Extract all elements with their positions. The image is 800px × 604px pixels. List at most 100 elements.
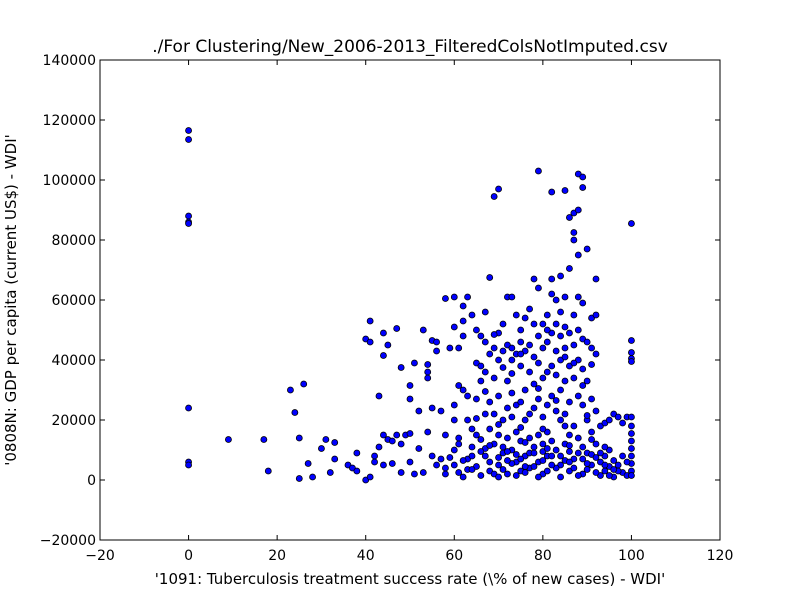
- data-point: [530, 463, 538, 470]
- x-tick-label: 120: [707, 548, 734, 564]
- data-points: [185, 127, 635, 484]
- data-point: [588, 395, 595, 403]
- data-point: [455, 344, 463, 352]
- data-point: [588, 436, 595, 443]
- data-point: [628, 445, 635, 452]
- data-point: [446, 344, 454, 352]
- data-point: [552, 296, 560, 304]
- data-point: [380, 352, 387, 359]
- data-point: [406, 458, 414, 466]
- data-point: [543, 326, 551, 334]
- data-point: [628, 437, 635, 445]
- data-point: [264, 467, 272, 475]
- data-point: [579, 455, 587, 463]
- data-point: [504, 404, 511, 412]
- data-point: [468, 443, 476, 451]
- data-point: [628, 452, 635, 460]
- data-point: [424, 428, 432, 436]
- data-point: [530, 443, 538, 451]
- data-point: [393, 325, 401, 332]
- data-point: [601, 461, 609, 469]
- data-point: [526, 305, 533, 313]
- y-tick-label: 100000: [43, 173, 96, 189]
- data-point: [561, 422, 569, 430]
- data-point: [495, 392, 502, 400]
- data-point: [539, 320, 547, 328]
- data-point: [499, 443, 507, 451]
- data-point: [450, 293, 458, 301]
- data-point: [185, 127, 192, 134]
- data-point: [477, 448, 485, 455]
- data-point: [535, 332, 542, 340]
- data-point: [535, 385, 542, 392]
- y-tick-label: 60000: [51, 293, 96, 309]
- data-point: [548, 452, 556, 460]
- data-point: [326, 469, 334, 476]
- data-point: [371, 458, 378, 466]
- data-point: [490, 331, 498, 338]
- data-point: [517, 326, 525, 334]
- data-point: [353, 467, 361, 475]
- data-point: [588, 344, 595, 352]
- data-point: [486, 274, 494, 281]
- data-point: [450, 446, 458, 454]
- data-point: [424, 361, 432, 368]
- data-point: [473, 415, 480, 422]
- data-point: [579, 382, 587, 389]
- x-axis-label: '1091: Tuberculosis treatment success ra…: [155, 570, 665, 588]
- data-point: [433, 461, 440, 469]
- data-point: [468, 466, 476, 473]
- data-point: [495, 454, 502, 461]
- data-point: [415, 445, 423, 452]
- data-point: [566, 458, 573, 466]
- data-point: [574, 251, 582, 259]
- data-point: [566, 448, 573, 455]
- data-point: [583, 460, 591, 467]
- data-point: [459, 332, 467, 340]
- data-point: [481, 368, 489, 376]
- data-point: [512, 428, 520, 436]
- data-point: [504, 448, 511, 455]
- data-point: [517, 338, 525, 346]
- data-point: [548, 188, 556, 196]
- data-point: [548, 362, 556, 370]
- data-point: [566, 214, 573, 221]
- data-point: [526, 434, 533, 442]
- data-point: [552, 446, 560, 454]
- data-point: [490, 410, 498, 418]
- data-point: [535, 395, 542, 403]
- data-point: [592, 275, 600, 283]
- x-axis-ticks: −20 0 20 40 60 80 100 120: [85, 60, 733, 564]
- data-point: [495, 185, 502, 193]
- data-point: [504, 434, 511, 442]
- data-point: [380, 431, 387, 439]
- data-point: [442, 295, 449, 302]
- data-point: [561, 410, 569, 418]
- data-point: [486, 442, 494, 449]
- data-point: [464, 416, 471, 424]
- data-point: [318, 445, 325, 452]
- data-point: [552, 397, 560, 404]
- data-point: [309, 473, 316, 481]
- data-point: [561, 377, 569, 385]
- data-point: [477, 362, 485, 370]
- data-point: [530, 275, 538, 283]
- x-tick-label: 80: [534, 548, 552, 564]
- data-point: [628, 413, 635, 421]
- data-point: [468, 425, 476, 433]
- data-point: [570, 341, 578, 349]
- data-point: [185, 212, 192, 220]
- data-point: [225, 436, 232, 443]
- data-point: [526, 341, 533, 349]
- data-point: [583, 245, 591, 253]
- data-point: [543, 368, 551, 376]
- data-point: [384, 341, 392, 349]
- data-point: [517, 362, 525, 370]
- data-point: [579, 173, 587, 181]
- data-point: [548, 275, 556, 283]
- data-point: [397, 440, 405, 448]
- data-point: [331, 455, 339, 463]
- data-point: [557, 416, 564, 424]
- data-point: [535, 284, 542, 292]
- data-point: [442, 470, 449, 478]
